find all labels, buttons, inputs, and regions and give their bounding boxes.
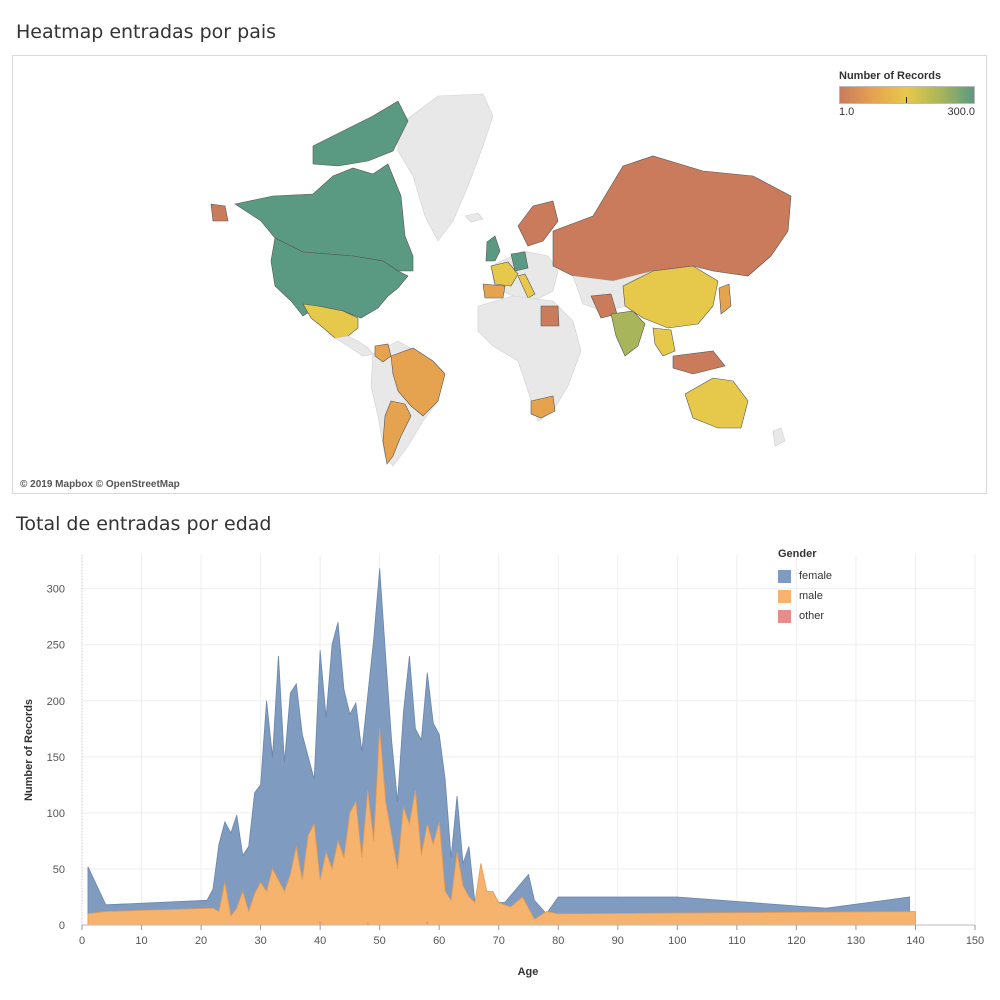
x-tick-label: 50 xyxy=(374,935,386,947)
y-tick-label: 250 xyxy=(47,640,65,652)
y-tick-label: 150 xyxy=(47,752,65,764)
x-tick-label: 140 xyxy=(906,935,924,947)
x-tick-label: 70 xyxy=(493,935,505,947)
country-indonesia[interactable] xyxy=(672,350,726,375)
gender-swatch-female xyxy=(778,569,791,583)
x-tick-label: 60 xyxy=(433,935,445,947)
country-italy[interactable] xyxy=(517,273,536,299)
country-mexico[interactable] xyxy=(302,303,359,339)
country-australia[interactable] xyxy=(684,377,749,429)
country-iceland[interactable] xyxy=(464,212,484,223)
y-tick-label: 50 xyxy=(53,864,65,876)
x-tick-label: 0 xyxy=(79,935,85,947)
x-tick-label: 130 xyxy=(847,935,865,947)
gender-swatch-male xyxy=(778,589,791,603)
map-legend-max: 300.0 xyxy=(947,106,975,118)
x-tick-label: 10 xyxy=(135,935,147,947)
world-heatmap[interactable]: Number of Records 1.0 300.0 © 2019 Mapbo… xyxy=(12,55,987,494)
country-uk[interactable] xyxy=(485,235,501,262)
map-color-legend: Number of Records 1.0 300.0 xyxy=(839,70,979,118)
age-area-chart[interactable]: 0 10 20 30 40 50 60 70 80 90 100 110 120 130 140 150 0 50… xyxy=(0,540,1000,1000)
country-scandinavia[interactable] xyxy=(517,200,559,247)
country-germany[interactable] xyxy=(510,251,529,272)
x-tick-label: 20 xyxy=(195,935,207,947)
area-series-other-mark[interactable] xyxy=(367,922,369,925)
x-tick-label: 100 xyxy=(668,935,686,947)
country-france[interactable] xyxy=(490,261,519,287)
gender-legend-item-male[interactable]: male xyxy=(778,586,832,606)
country-argentina[interactable] xyxy=(382,400,412,465)
y-tick-label: 100 xyxy=(47,808,65,820)
country-canada-islands[interactable] xyxy=(312,100,409,167)
gender-label-female: female xyxy=(799,570,833,582)
country-usa-alaska[interactable] xyxy=(210,203,229,222)
y-axis-title: Number of Records xyxy=(23,699,35,801)
map-title: Heatmap entradas por pais xyxy=(16,21,277,43)
map-legend-min: 1.0 xyxy=(839,106,855,118)
map-legend-ramp xyxy=(839,86,975,104)
gender-legend-item-female[interactable]: female xyxy=(778,566,832,586)
country-new-zealand[interactable] xyxy=(772,427,786,447)
map-attribution[interactable]: © 2019 Mapbox © OpenStreetMap xyxy=(20,479,180,490)
country-usa[interactable] xyxy=(270,237,409,319)
world-map-svg[interactable] xyxy=(13,56,987,494)
x-tick-label: 40 xyxy=(314,935,326,947)
country-se-asia[interactable] xyxy=(652,327,676,357)
country-japan[interactable] xyxy=(718,283,732,315)
country-egypt[interactable] xyxy=(540,305,560,327)
country-colombia[interactable] xyxy=(374,343,392,363)
y-tick-label: 300 xyxy=(47,584,65,596)
x-axis-title: Age xyxy=(518,966,539,978)
x-tick-label: 90 xyxy=(612,935,624,947)
region-africa[interactable] xyxy=(477,295,582,422)
x-tick-label: 110 xyxy=(728,935,746,947)
gender-legend-item-other[interactable]: other xyxy=(778,606,832,626)
y-tick-label: 0 xyxy=(59,920,65,932)
x-tick-label: 150 xyxy=(966,935,984,947)
x-tick-label: 80 xyxy=(552,935,564,947)
gender-swatch-other xyxy=(778,609,791,623)
x-tick-label: 120 xyxy=(787,935,805,947)
area-series-other-mark[interactable] xyxy=(426,921,428,925)
country-spain[interactable] xyxy=(482,283,506,299)
area-series-other-mark[interactable] xyxy=(319,921,321,925)
area-chart-title: Total de entradas por edad xyxy=(16,513,272,535)
country-south-africa[interactable] xyxy=(530,395,556,419)
x-tick-label: 30 xyxy=(254,935,266,947)
area-series-male[interactable] xyxy=(87,728,916,926)
country-greenland[interactable] xyxy=(397,93,494,242)
gender-legend: Gender female male other xyxy=(778,548,832,626)
map-legend-title: Number of Records xyxy=(839,70,942,82)
gender-legend-title: Gender xyxy=(778,548,817,560)
region-central-america[interactable] xyxy=(334,335,374,357)
country-india[interactable] xyxy=(610,310,646,357)
country-brazil[interactable] xyxy=(390,347,446,417)
country-russia[interactable] xyxy=(552,155,792,282)
gender-label-male: male xyxy=(799,590,823,602)
gender-label-other: other xyxy=(799,610,825,622)
y-tick-label: 200 xyxy=(47,696,65,708)
